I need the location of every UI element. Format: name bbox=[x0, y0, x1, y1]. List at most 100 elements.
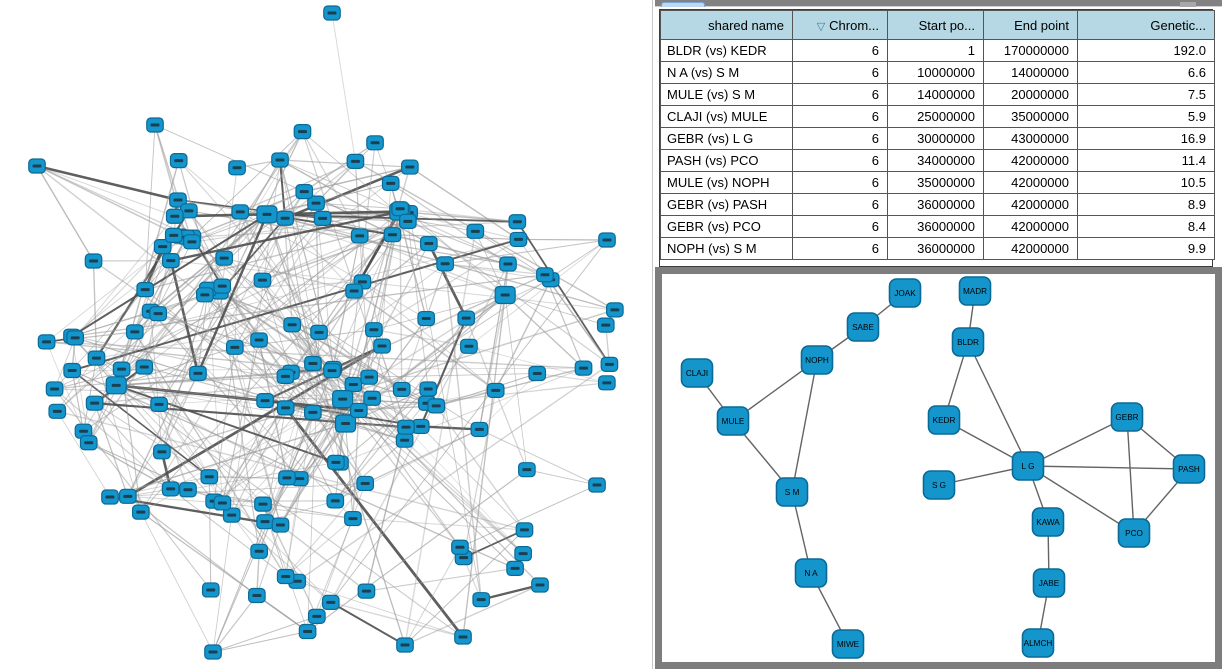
network-edge[interactable] bbox=[240, 211, 363, 283]
subnetwork-graph[interactable]: JOAK MADR SABE BLDR NOPH CLAJI KEDR MULE GEBR L G… bbox=[662, 274, 1215, 662]
network-edge[interactable] bbox=[36, 165, 193, 238]
network-edge[interactable] bbox=[480, 583, 541, 601]
network-edge[interactable] bbox=[284, 407, 465, 638]
network-edge[interactable] bbox=[354, 161, 361, 236]
network-edge[interactable] bbox=[1027, 416, 1128, 467]
network-edge[interactable] bbox=[212, 521, 266, 653]
table-cell[interactable]: BLDR (vs) KEDR bbox=[660, 39, 793, 62]
network-edge[interactable] bbox=[140, 511, 308, 632]
network-edge[interactable] bbox=[399, 210, 518, 223]
network-edge[interactable] bbox=[143, 366, 189, 490]
node-shape[interactable] bbox=[794, 558, 828, 588]
network-node[interactable] bbox=[494, 285, 516, 305]
network-edge[interactable] bbox=[116, 346, 235, 386]
network-edge[interactable] bbox=[161, 373, 199, 453]
network-edge[interactable] bbox=[221, 285, 366, 484]
table-cell[interactable]: 5.9 bbox=[1077, 105, 1215, 128]
network-edge[interactable] bbox=[109, 422, 346, 498]
network-node[interactable] bbox=[179, 482, 197, 498]
network-edge[interactable] bbox=[279, 159, 401, 212]
network-node[interactable] bbox=[74, 423, 93, 439]
table-row[interactable]: PASH (vs) PCO 6 34000000 42000000 11.4 bbox=[660, 149, 1215, 172]
network-node[interactable] bbox=[271, 152, 289, 168]
network-edge[interactable] bbox=[170, 488, 286, 577]
network-node-kedr[interactable]: KEDR bbox=[927, 405, 961, 435]
network-edge[interactable] bbox=[256, 524, 282, 596]
network-edge[interactable] bbox=[221, 167, 238, 287]
network-edge[interactable] bbox=[352, 383, 407, 428]
network-node[interactable] bbox=[101, 489, 119, 505]
table-cell[interactable]: GEBR (vs) PASH bbox=[660, 193, 793, 216]
node-shape[interactable] bbox=[800, 345, 834, 375]
network-node-kawa[interactable]: KAWA bbox=[1031, 507, 1065, 537]
network-node[interactable] bbox=[323, 5, 341, 21]
network-node[interactable] bbox=[350, 228, 369, 244]
column-header-shared-name[interactable]: shared name bbox=[660, 10, 793, 40]
table-cell[interactable]: NOPH (vs) S M bbox=[660, 237, 793, 260]
network-node[interactable] bbox=[321, 594, 340, 610]
network-edge[interactable] bbox=[445, 239, 608, 265]
network-node[interactable] bbox=[596, 317, 615, 333]
table-cell[interactable]: 6 bbox=[792, 237, 888, 260]
network-edge[interactable] bbox=[187, 461, 336, 491]
network-edge[interactable] bbox=[436, 367, 584, 407]
network-edge[interactable] bbox=[1126, 416, 1135, 534]
node-shape[interactable] bbox=[1011, 451, 1045, 481]
table-row[interactable]: NOPH (vs) S M 6 36000000 42000000 9.9 bbox=[660, 237, 1215, 260]
network-edge[interactable] bbox=[280, 524, 367, 592]
network-edge[interactable] bbox=[399, 211, 551, 281]
network-edge[interactable] bbox=[56, 235, 181, 412]
network-edge[interactable] bbox=[364, 428, 480, 485]
network-edge[interactable] bbox=[505, 294, 606, 326]
network-node[interactable] bbox=[472, 592, 491, 608]
network-edge[interactable] bbox=[261, 279, 366, 484]
subnetwork-canvas[interactable]: JOAK MADR SABE BLDR NOPH CLAJI KEDR MULE GEBR L G… bbox=[662, 274, 1215, 662]
network-edge[interactable] bbox=[504, 294, 584, 369]
network-node-almch[interactable]: ALMCH bbox=[1021, 628, 1055, 658]
network-edge[interactable] bbox=[109, 483, 366, 498]
table-cell[interactable]: 20000000 bbox=[983, 83, 1078, 106]
network-node[interactable] bbox=[84, 253, 103, 269]
network-edge[interactable] bbox=[109, 495, 281, 527]
network-edge[interactable] bbox=[234, 346, 314, 413]
network-edge[interactable] bbox=[299, 423, 346, 479]
table-cell[interactable]: 35000000 bbox=[887, 171, 984, 194]
network-edge[interactable] bbox=[420, 425, 480, 431]
network-node[interactable] bbox=[303, 404, 322, 420]
network-node[interactable] bbox=[276, 210, 294, 226]
network-node[interactable] bbox=[486, 382, 505, 399]
table-cell[interactable]: 6 bbox=[792, 127, 888, 150]
network-edge[interactable] bbox=[404, 547, 461, 646]
table-cell[interactable]: 1 bbox=[887, 39, 984, 62]
table-row[interactable]: CLAJI (vs) MULE 6 25000000 35000000 5.9 bbox=[660, 105, 1215, 128]
network-edge[interactable] bbox=[315, 142, 376, 204]
network-node[interactable] bbox=[373, 338, 391, 354]
network-edge[interactable] bbox=[285, 478, 301, 577]
network-node[interactable] bbox=[256, 514, 274, 530]
node-shape[interactable] bbox=[958, 276, 992, 306]
network-node-noph[interactable]: NOPH bbox=[800, 345, 834, 375]
network-node[interactable] bbox=[136, 282, 155, 298]
network-node[interactable] bbox=[307, 608, 326, 625]
network-edge[interactable] bbox=[307, 469, 528, 632]
network-node[interactable] bbox=[606, 302, 624, 318]
network-node-jabe[interactable]: JABE bbox=[1032, 568, 1066, 598]
network-node-n-a[interactable]: N A bbox=[794, 558, 828, 588]
network-node[interactable] bbox=[509, 231, 528, 248]
network-edge[interactable] bbox=[212, 630, 308, 653]
network-node[interactable] bbox=[162, 253, 180, 269]
network-edge[interactable] bbox=[83, 212, 410, 432]
network-node[interactable] bbox=[419, 235, 438, 252]
dense-network-graph[interactable] bbox=[0, 0, 652, 669]
network-edge[interactable] bbox=[207, 289, 287, 409]
network-node[interactable] bbox=[183, 234, 201, 250]
network-edge[interactable] bbox=[362, 281, 496, 391]
network-node[interactable] bbox=[401, 159, 419, 175]
network-node[interactable] bbox=[327, 454, 345, 470]
network-node[interactable] bbox=[204, 644, 222, 660]
network-node[interactable] bbox=[256, 393, 274, 409]
table-cell[interactable]: GEBR (vs) PCO bbox=[660, 215, 793, 238]
network-edge[interactable] bbox=[312, 405, 437, 414]
network-edge[interactable] bbox=[373, 238, 519, 331]
network-node[interactable] bbox=[436, 256, 454, 272]
